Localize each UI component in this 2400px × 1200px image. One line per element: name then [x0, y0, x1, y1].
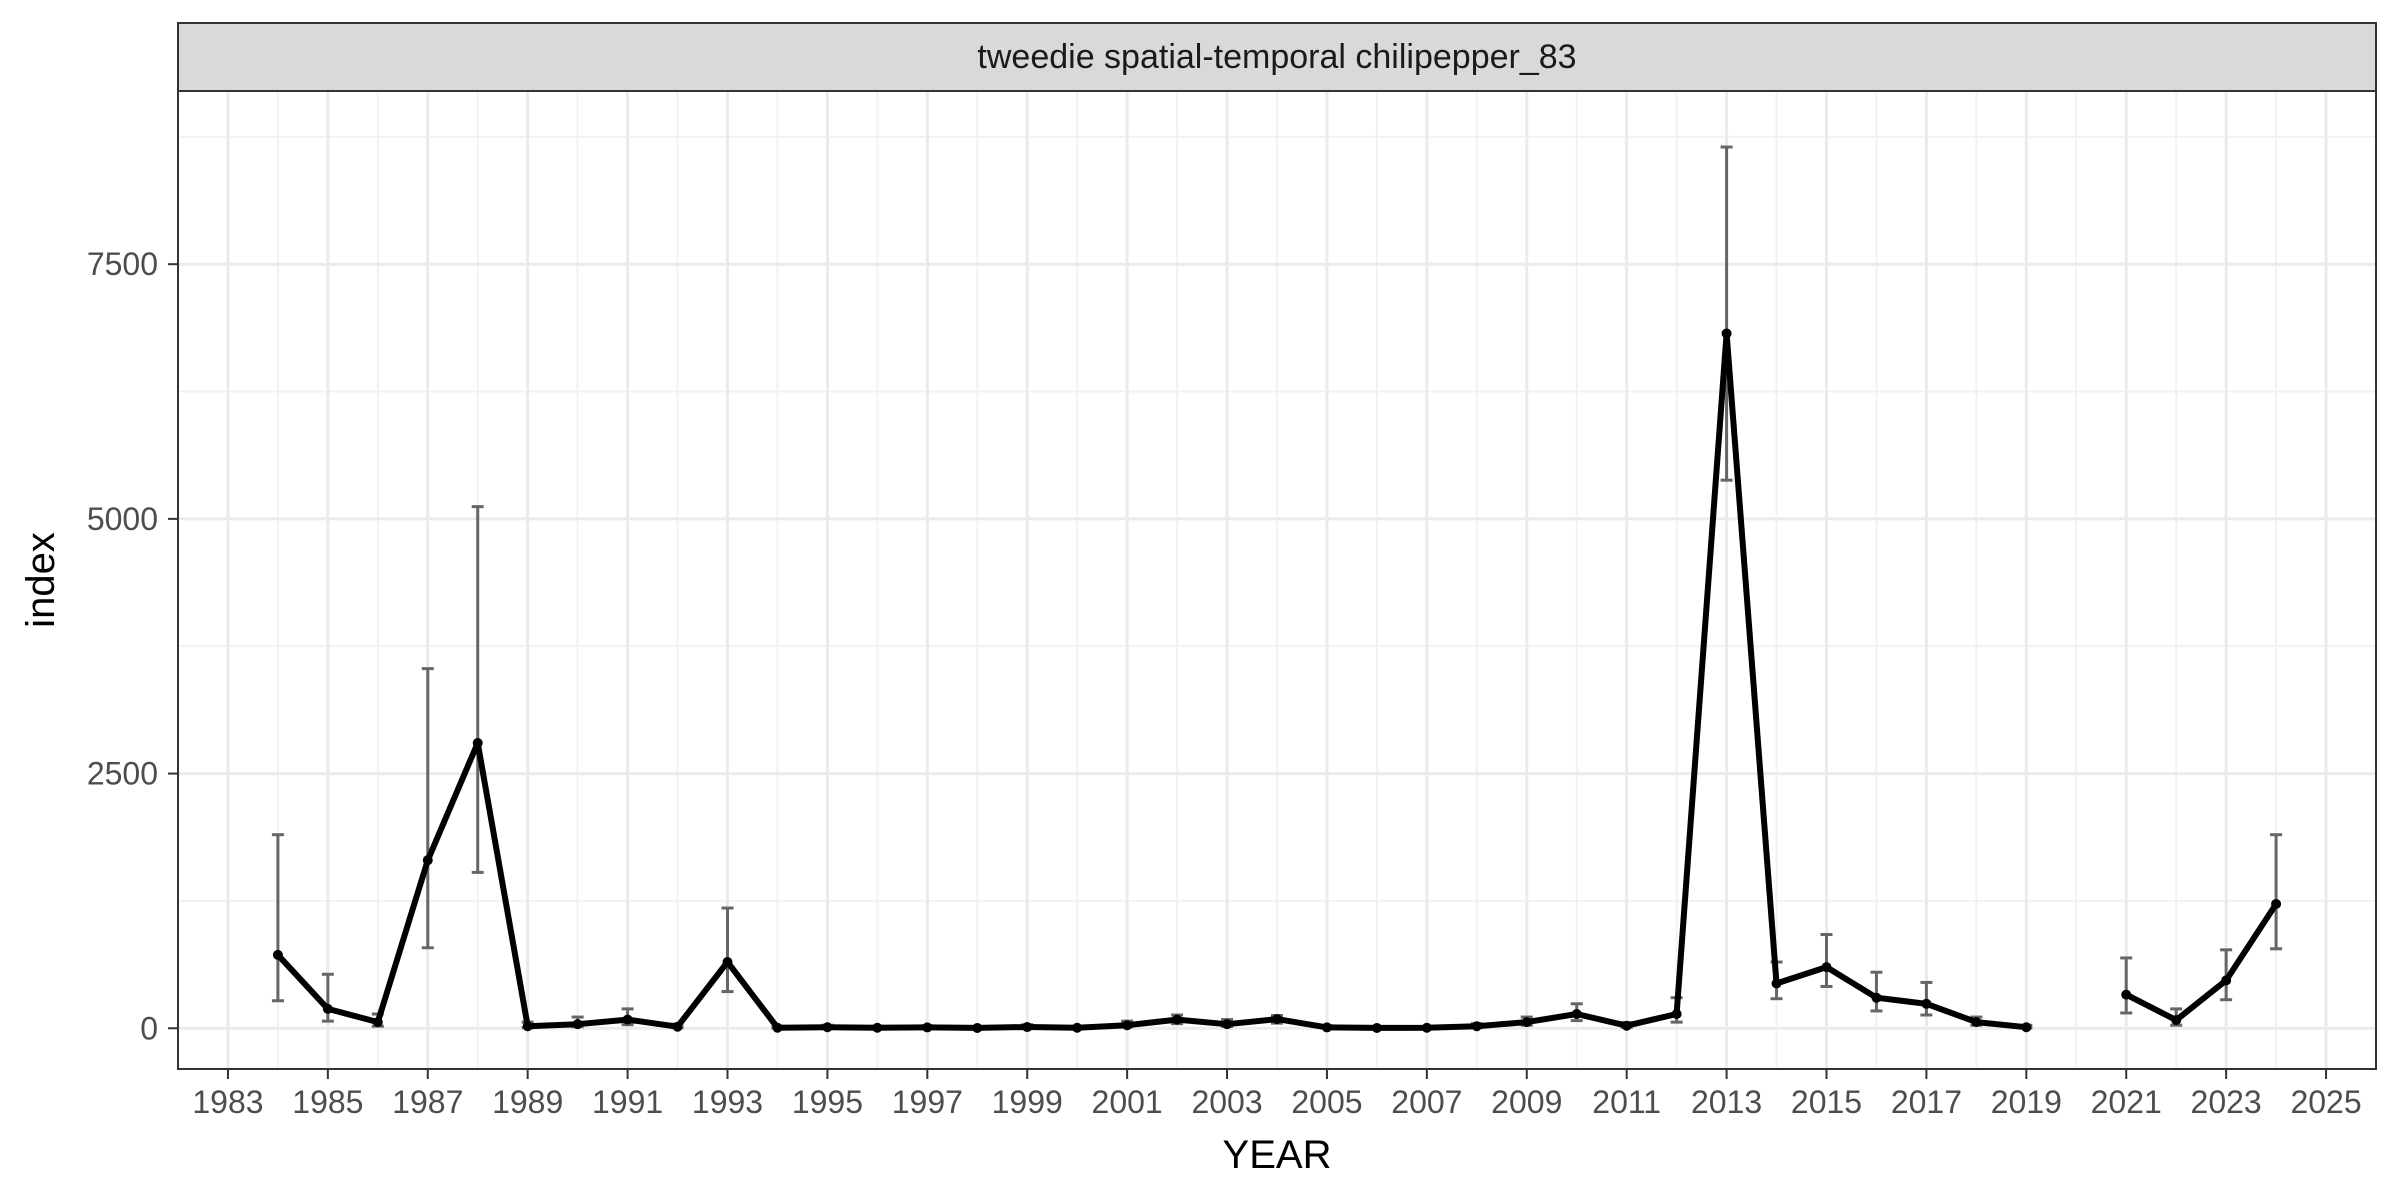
- x-tick-label: 2011: [1592, 1084, 1661, 1120]
- data-point: [1921, 998, 1932, 1009]
- x-tick-label: 1983: [192, 1084, 263, 1120]
- data-point: [2271, 898, 2282, 909]
- error-bar: [2120, 956, 2133, 1015]
- data-point: [2171, 1015, 2182, 1026]
- data-point: [872, 1022, 883, 1033]
- data-point: [2021, 1022, 2032, 1033]
- error-bar: [1820, 933, 1833, 988]
- data-point: [1771, 978, 1782, 989]
- data-point: [472, 738, 483, 748]
- data-point: [1122, 1020, 1133, 1031]
- data-point: [2221, 975, 2232, 986]
- x-tick-label: 1987: [392, 1084, 463, 1120]
- plot-panel-border: [177, 90, 2377, 1070]
- y-axis-title: index: [19, 532, 63, 628]
- x-tick-label: 2021: [2091, 1084, 2162, 1120]
- data-point: [1371, 1022, 1382, 1033]
- data-point: [1072, 1022, 1083, 1033]
- data-point: [572, 1019, 583, 1030]
- data-point: [1521, 1017, 1532, 1028]
- y-tick-label: 5000: [87, 501, 158, 537]
- x-tick-label: 1985: [292, 1084, 363, 1120]
- x-tick-label: 2017: [1891, 1084, 1962, 1120]
- x-tick-label: 2023: [2191, 1084, 2262, 1120]
- x-tick-label: 1993: [692, 1084, 763, 1120]
- error-bar: [421, 667, 434, 950]
- data-point: [1222, 1019, 1233, 1030]
- x-tick-label: 1995: [792, 1084, 863, 1120]
- data-point: [2121, 989, 2132, 1000]
- data-point: [422, 855, 433, 866]
- error-bar: [2220, 948, 2233, 1002]
- data-point: [1971, 1017, 1982, 1028]
- error-bar: [471, 505, 484, 874]
- y-tick-label: 0: [140, 1010, 158, 1046]
- data-point: [722, 957, 733, 968]
- data-point: [1471, 1021, 1482, 1032]
- data-point: [522, 1021, 533, 1032]
- data-point: [1621, 1020, 1632, 1031]
- data-point: [1172, 1014, 1183, 1025]
- error-bar: [1720, 145, 1733, 482]
- data-point: [1721, 328, 1732, 339]
- data-point: [1671, 1008, 1682, 1019]
- y-tick-label: 7500: [87, 246, 158, 282]
- facet-strip-title: tweedie spatial-temporal chilipepper_83: [977, 38, 1576, 76]
- error-bar: [1920, 980, 1933, 1017]
- error-bar: [2270, 833, 2283, 951]
- x-tick-label: 1991: [592, 1084, 663, 1120]
- series-line-segment-2: [2123, 901, 2280, 1024]
- x-tick-label: 2019: [1991, 1084, 2062, 1120]
- data-point: [622, 1014, 633, 1025]
- y-axis-ticks: 0 2500 5000 7500: [87, 246, 178, 1046]
- data-point: [372, 1017, 383, 1028]
- data-point: [1871, 992, 1882, 1003]
- x-tick-label: 2005: [1291, 1084, 1362, 1120]
- series-lines: [274, 330, 2280, 1031]
- data-point: [322, 1003, 333, 1014]
- data-point: [772, 1022, 783, 1033]
- data-point: [1272, 1014, 1282, 1025]
- data-point: [1821, 962, 1832, 973]
- data-points: [272, 328, 2282, 1033]
- data-point: [1421, 1022, 1432, 1033]
- x-tick-label: 1997: [892, 1084, 963, 1120]
- x-tick-label: 2009: [1491, 1084, 1562, 1120]
- x-tick-label: 2001: [1092, 1084, 1163, 1120]
- x-tick-label: 2003: [1191, 1084, 1262, 1120]
- x-axis-ticks: 1983 1985 1987 1989 1991 1993 1995 1997 1999 2001…: [192, 1069, 2362, 1120]
- series-line-segment-1: [274, 330, 2030, 1031]
- x-tick-label: 1999: [992, 1084, 1063, 1120]
- data-point: [822, 1022, 833, 1033]
- data-point: [272, 949, 283, 960]
- x-axis-title: YEAR: [1223, 1133, 1332, 1177]
- x-tick-label: 2007: [1391, 1084, 1462, 1120]
- data-point: [1022, 1022, 1033, 1033]
- data-point: [672, 1021, 683, 1032]
- x-tick-label: 2015: [1791, 1084, 1862, 1120]
- data-point: [1321, 1022, 1332, 1033]
- x-tick-label: 2013: [1691, 1084, 1762, 1120]
- data-point: [972, 1022, 983, 1033]
- data-point: [922, 1022, 933, 1033]
- x-tick-label: 2025: [2290, 1084, 2361, 1120]
- data-point: [1571, 1008, 1582, 1019]
- error-bar: [721, 906, 734, 994]
- x-tick-label: 1989: [492, 1084, 563, 1120]
- y-tick-label: 2500: [87, 756, 158, 792]
- facet-strip: [177, 22, 2377, 92]
- error-bar: [1870, 970, 1883, 1013]
- error-bar: [271, 833, 284, 1003]
